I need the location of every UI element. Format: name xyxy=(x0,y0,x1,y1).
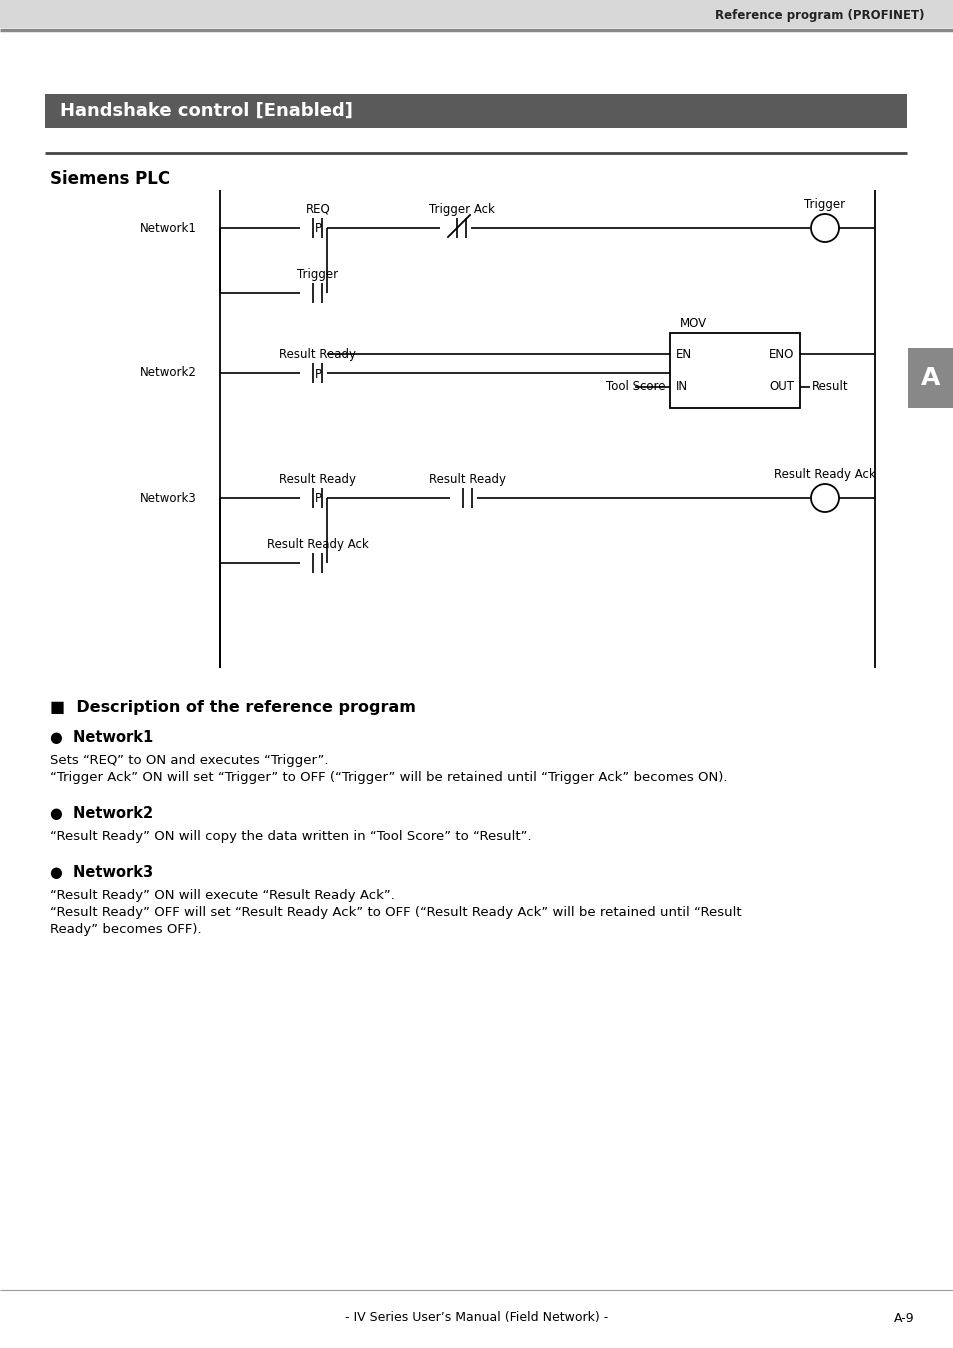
Text: EN: EN xyxy=(676,348,691,360)
Text: Trigger Ack: Trigger Ack xyxy=(429,204,495,216)
Text: “Trigger Ack” ON will set “Trigger” to OFF (“Trigger” will be retained until “Tr: “Trigger Ack” ON will set “Trigger” to O… xyxy=(50,771,727,785)
Text: Trigger: Trigger xyxy=(803,198,844,212)
Text: IN: IN xyxy=(676,380,687,394)
Text: P: P xyxy=(314,222,321,236)
Text: Result Ready Ack: Result Ready Ack xyxy=(773,468,875,481)
Bar xyxy=(45,94,906,128)
Text: OUT: OUT xyxy=(768,380,793,394)
Text: ●  Network3: ● Network3 xyxy=(50,865,153,880)
Text: “Result Ready” OFF will set “Result Ready Ack” to OFF (“Result Ready Ack” will b: “Result Ready” OFF will set “Result Read… xyxy=(50,906,740,919)
Text: A: A xyxy=(921,367,940,390)
Bar xyxy=(0,0,953,28)
Text: ●  Network1: ● Network1 xyxy=(50,731,153,745)
Text: Sets “REQ” to ON and executes “Trigger”.: Sets “REQ” to ON and executes “Trigger”. xyxy=(50,754,328,767)
Text: Network3: Network3 xyxy=(140,492,196,504)
Text: Result Ready: Result Ready xyxy=(429,473,506,487)
Text: MOV: MOV xyxy=(679,317,706,330)
Text: Result Ready: Result Ready xyxy=(279,473,356,487)
Text: - IV Series User’s Manual (Field Network) -: - IV Series User’s Manual (Field Network… xyxy=(345,1312,608,1325)
Text: Handshake control [Enabled]: Handshake control [Enabled] xyxy=(60,102,353,120)
Text: Tool Score: Tool Score xyxy=(606,380,665,394)
Text: P: P xyxy=(314,492,321,506)
Text: ■  Description of the reference program: ■ Description of the reference program xyxy=(50,700,416,714)
Text: Trigger: Trigger xyxy=(297,268,338,280)
Text: Siemens PLC: Siemens PLC xyxy=(50,170,170,187)
Text: “Result Ready” ON will execute “Result Ready Ack”.: “Result Ready” ON will execute “Result R… xyxy=(50,888,395,902)
Text: Network2: Network2 xyxy=(140,367,196,380)
Text: Ready” becomes OFF).: Ready” becomes OFF). xyxy=(50,923,201,936)
Text: ENO: ENO xyxy=(768,348,793,360)
Text: P: P xyxy=(314,368,321,380)
Text: Result Ready: Result Ready xyxy=(279,348,356,361)
Bar xyxy=(907,348,953,408)
Text: REQ: REQ xyxy=(305,204,330,216)
Text: ●  Network2: ● Network2 xyxy=(50,806,153,821)
Bar xyxy=(669,333,800,408)
Text: A-9: A-9 xyxy=(893,1312,914,1325)
Text: Reference program (PROFINET): Reference program (PROFINET) xyxy=(715,8,924,22)
Text: Result Ready Ack: Result Ready Ack xyxy=(267,538,369,551)
Text: Network1: Network1 xyxy=(140,221,196,235)
Text: “Result Ready” ON will copy the data written in “Tool Score” to “Result”.: “Result Ready” ON will copy the data wri… xyxy=(50,830,531,842)
Text: Result: Result xyxy=(811,380,848,394)
